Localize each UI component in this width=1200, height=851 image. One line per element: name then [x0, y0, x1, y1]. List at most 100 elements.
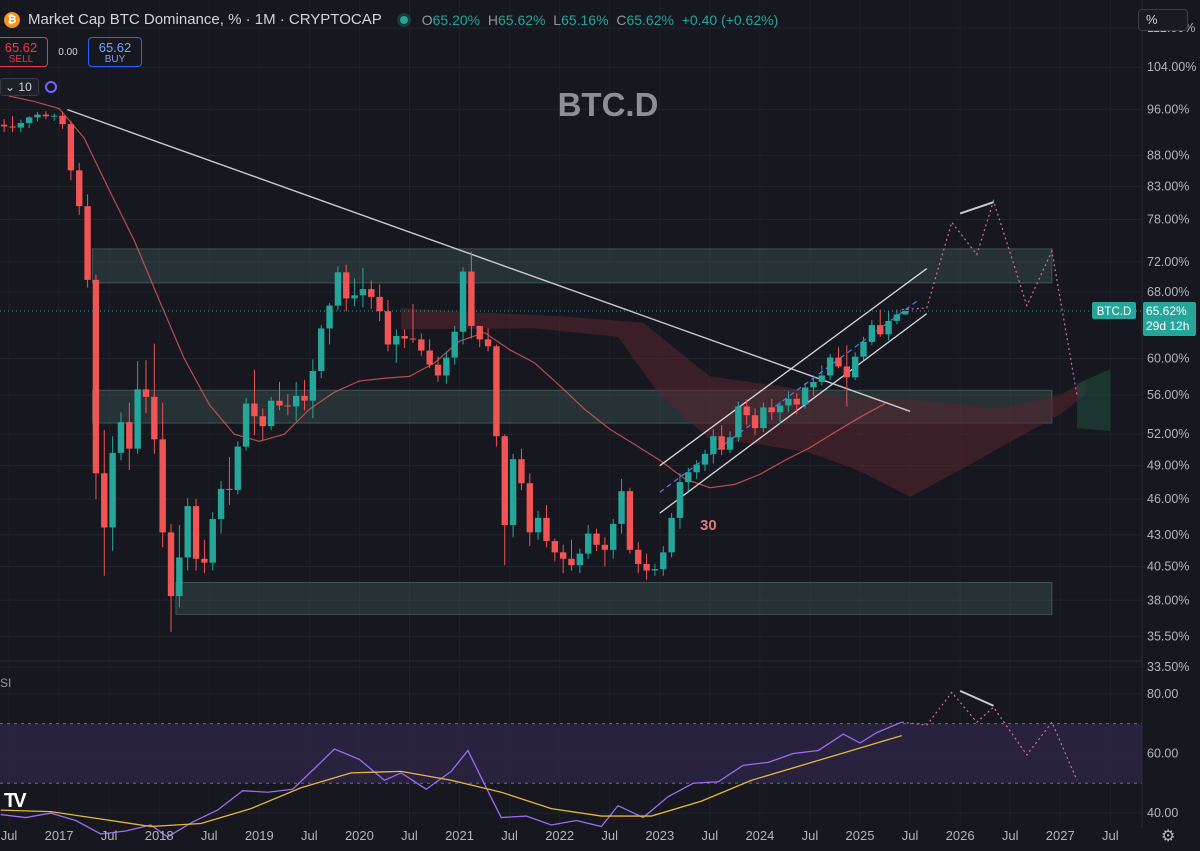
candle-body — [584, 533, 592, 554]
candle-body — [384, 311, 392, 345]
candle-body — [810, 381, 817, 388]
candle-body — [393, 335, 400, 345]
candle-body — [142, 389, 150, 397]
candles[interactable] — [0, 111, 909, 632]
candle-body — [451, 331, 458, 358]
candle-body — [760, 407, 767, 429]
candle-body — [234, 446, 241, 490]
candle — [393, 329, 400, 363]
candle — [142, 360, 150, 414]
candle-body — [643, 563, 650, 571]
candle — [51, 113, 58, 121]
candle-body — [326, 305, 333, 329]
y-tick-label: 35.50% — [1147, 629, 1189, 643]
candle — [701, 449, 709, 472]
candle-body — [259, 416, 266, 427]
candle — [159, 402, 166, 548]
candle-body — [25, 117, 33, 124]
candle-body — [101, 473, 108, 528]
candle — [885, 311, 892, 341]
candle-body — [318, 328, 325, 371]
candle-body — [509, 459, 517, 526]
last-price-value: 65.62% — [1146, 304, 1187, 318]
y-tick-label: 46.00% — [1147, 492, 1189, 506]
candle — [84, 194, 91, 288]
x-tick-label: 2018 — [145, 828, 174, 843]
candle-body — [685, 472, 692, 483]
candle — [351, 278, 358, 307]
x-tick-label: Jul — [601, 828, 618, 843]
candle-body — [242, 403, 250, 447]
settings-gear-icon[interactable]: ⚙ — [1161, 828, 1176, 845]
candle-body — [301, 395, 308, 401]
candle — [668, 513, 675, 558]
resistance-trendline — [67, 108, 911, 412]
candle — [17, 119, 25, 133]
candle — [568, 539, 575, 571]
x-tick-label: 2024 — [745, 828, 774, 843]
candle — [826, 354, 834, 381]
indicator-length[interactable]: ⌄ 10 — [0, 78, 39, 96]
candle-body — [401, 335, 408, 339]
chart-watermark-title: BTC.D — [558, 86, 659, 123]
x-tick-label: Jul — [301, 828, 318, 843]
x-tick-label: 2022 — [545, 828, 574, 843]
candle — [59, 111, 66, 129]
projection-path — [901, 198, 1078, 396]
rsi-pane — [0, 689, 1078, 838]
y-tick-label: 49.00% — [1147, 459, 1189, 473]
candle-body — [151, 396, 158, 440]
candle-body — [159, 439, 166, 533]
candle — [501, 434, 508, 566]
x-tick-label: 2025 — [846, 828, 875, 843]
candle — [184, 497, 191, 571]
x-tick-label: 2017 — [45, 828, 74, 843]
candle — [651, 563, 659, 576]
sell-button[interactable]: 65.62 SELL — [0, 37, 48, 67]
market-status-icon[interactable] — [399, 15, 408, 24]
candle-body — [893, 314, 901, 321]
last-price-tag-label: BTC.D — [1097, 306, 1132, 318]
candle-body — [217, 488, 225, 520]
candle — [484, 328, 492, 352]
candle — [660, 546, 667, 576]
y-tick-label: 96.00% — [1147, 103, 1189, 117]
candle — [559, 544, 567, 574]
candle — [493, 344, 500, 447]
candle — [726, 431, 734, 453]
candle-body — [601, 544, 609, 550]
percent-scale-button[interactable]: % — [1138, 9, 1188, 31]
spread-value: 0.00 — [58, 46, 78, 58]
candle — [685, 467, 692, 492]
candle-body — [34, 114, 41, 118]
ema-line — [8, 95, 886, 489]
buy-button[interactable]: 65.62 BUY — [88, 37, 142, 67]
candle — [234, 441, 241, 495]
candle — [593, 528, 600, 552]
candle — [359, 267, 367, 308]
tradingview-logo-icon: TV — [4, 790, 26, 812]
candle — [801, 382, 809, 409]
y-tick-label: 40.50% — [1147, 560, 1189, 574]
rsi-projection-path — [901, 691, 1078, 781]
candle-body — [710, 436, 717, 454]
candle-body — [59, 115, 66, 125]
x-tick-label: 2026 — [946, 828, 975, 843]
y-tick-label: 38.00% — [1147, 593, 1189, 607]
candle — [409, 303, 417, 343]
rsi-y-tick-label: 60.00 — [1147, 746, 1178, 760]
candle-countdown: 29d 12h — [1146, 319, 1189, 333]
candle — [760, 402, 767, 433]
rsi-band — [0, 723, 1142, 784]
candle-body — [284, 405, 292, 407]
price-zone — [91, 248, 1053, 284]
candle-body — [526, 483, 533, 533]
candle-body — [785, 398, 792, 406]
candle-body — [701, 453, 709, 465]
rsi-pane-label: SI — [0, 676, 12, 690]
candle — [434, 356, 442, 382]
candle — [292, 381, 300, 422]
symbol-title[interactable]: Market Cap BTC Dominance, % · 1M · CRYPT… — [28, 11, 382, 28]
candle-body — [434, 364, 442, 376]
